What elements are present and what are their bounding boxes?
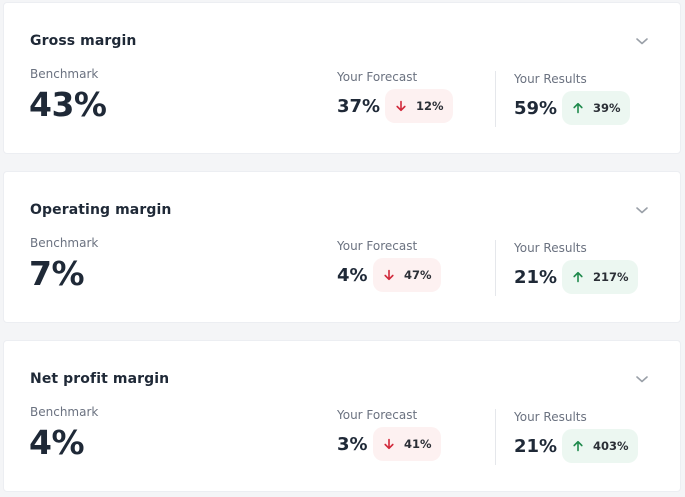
forecast-label: Your Forecast (337, 239, 418, 253)
chevron-down-icon[interactable] (634, 202, 650, 218)
chevron-down-icon[interactable] (634, 33, 650, 49)
metric-card-gross-margin: Gross margin Benchmark 43% Your Forecast… (3, 2, 681, 154)
card-title: Gross margin (30, 33, 137, 49)
metric-card-net-profit-margin: Net profit margin Benchmark 4% Your Fore… (3, 340, 681, 492)
benchmark-label: Benchmark (30, 67, 99, 81)
benchmark-value: 7% (29, 254, 85, 293)
forecast-change-badge: 41% (373, 427, 441, 461)
results-change-badge: 403% (562, 429, 638, 463)
results-change-value: 217% (593, 270, 629, 284)
forecast-change-value: 41% (404, 437, 432, 451)
arrow-down-icon (384, 269, 394, 281)
results-label: Your Results (514, 241, 587, 255)
results-change-value: 403% (593, 439, 629, 453)
benchmark-value: 4% (29, 423, 85, 462)
column-divider (495, 240, 496, 296)
results-change-badge: 217% (562, 260, 638, 294)
forecast-label: Your Forecast (337, 70, 418, 84)
results-change-badge: 39% (562, 91, 630, 125)
forecast-value: 4% (337, 265, 368, 286)
arrow-up-icon (573, 271, 583, 283)
forecast-change-value: 47% (404, 268, 432, 282)
results-change-value: 39% (593, 101, 621, 115)
forecast-value: 3% (337, 434, 368, 455)
card-title: Net profit margin (30, 371, 170, 387)
forecast-label: Your Forecast (337, 408, 418, 422)
benchmark-label: Benchmark (30, 405, 99, 419)
results-value: 21% (514, 436, 558, 457)
benchmark-value: 43% (29, 85, 107, 124)
arrow-up-icon (573, 440, 583, 452)
arrow-down-icon (384, 438, 394, 450)
forecast-change-badge: 47% (373, 258, 441, 292)
arrow-up-icon (573, 102, 583, 114)
results-value: 59% (514, 98, 558, 119)
card-title: Operating margin (30, 202, 172, 218)
arrow-down-icon (396, 100, 406, 112)
results-value: 21% (514, 267, 558, 288)
chevron-down-icon[interactable] (634, 371, 650, 387)
benchmark-label: Benchmark (30, 236, 99, 250)
column-divider (495, 409, 496, 465)
results-label: Your Results (514, 410, 587, 424)
column-divider (495, 71, 496, 127)
forecast-change-value: 12% (416, 99, 444, 113)
forecast-value: 37% (337, 96, 381, 117)
results-label: Your Results (514, 72, 587, 86)
metric-card-operating-margin: Operating margin Benchmark 7% Your Forec… (3, 171, 681, 323)
forecast-change-badge: 12% (385, 89, 453, 123)
